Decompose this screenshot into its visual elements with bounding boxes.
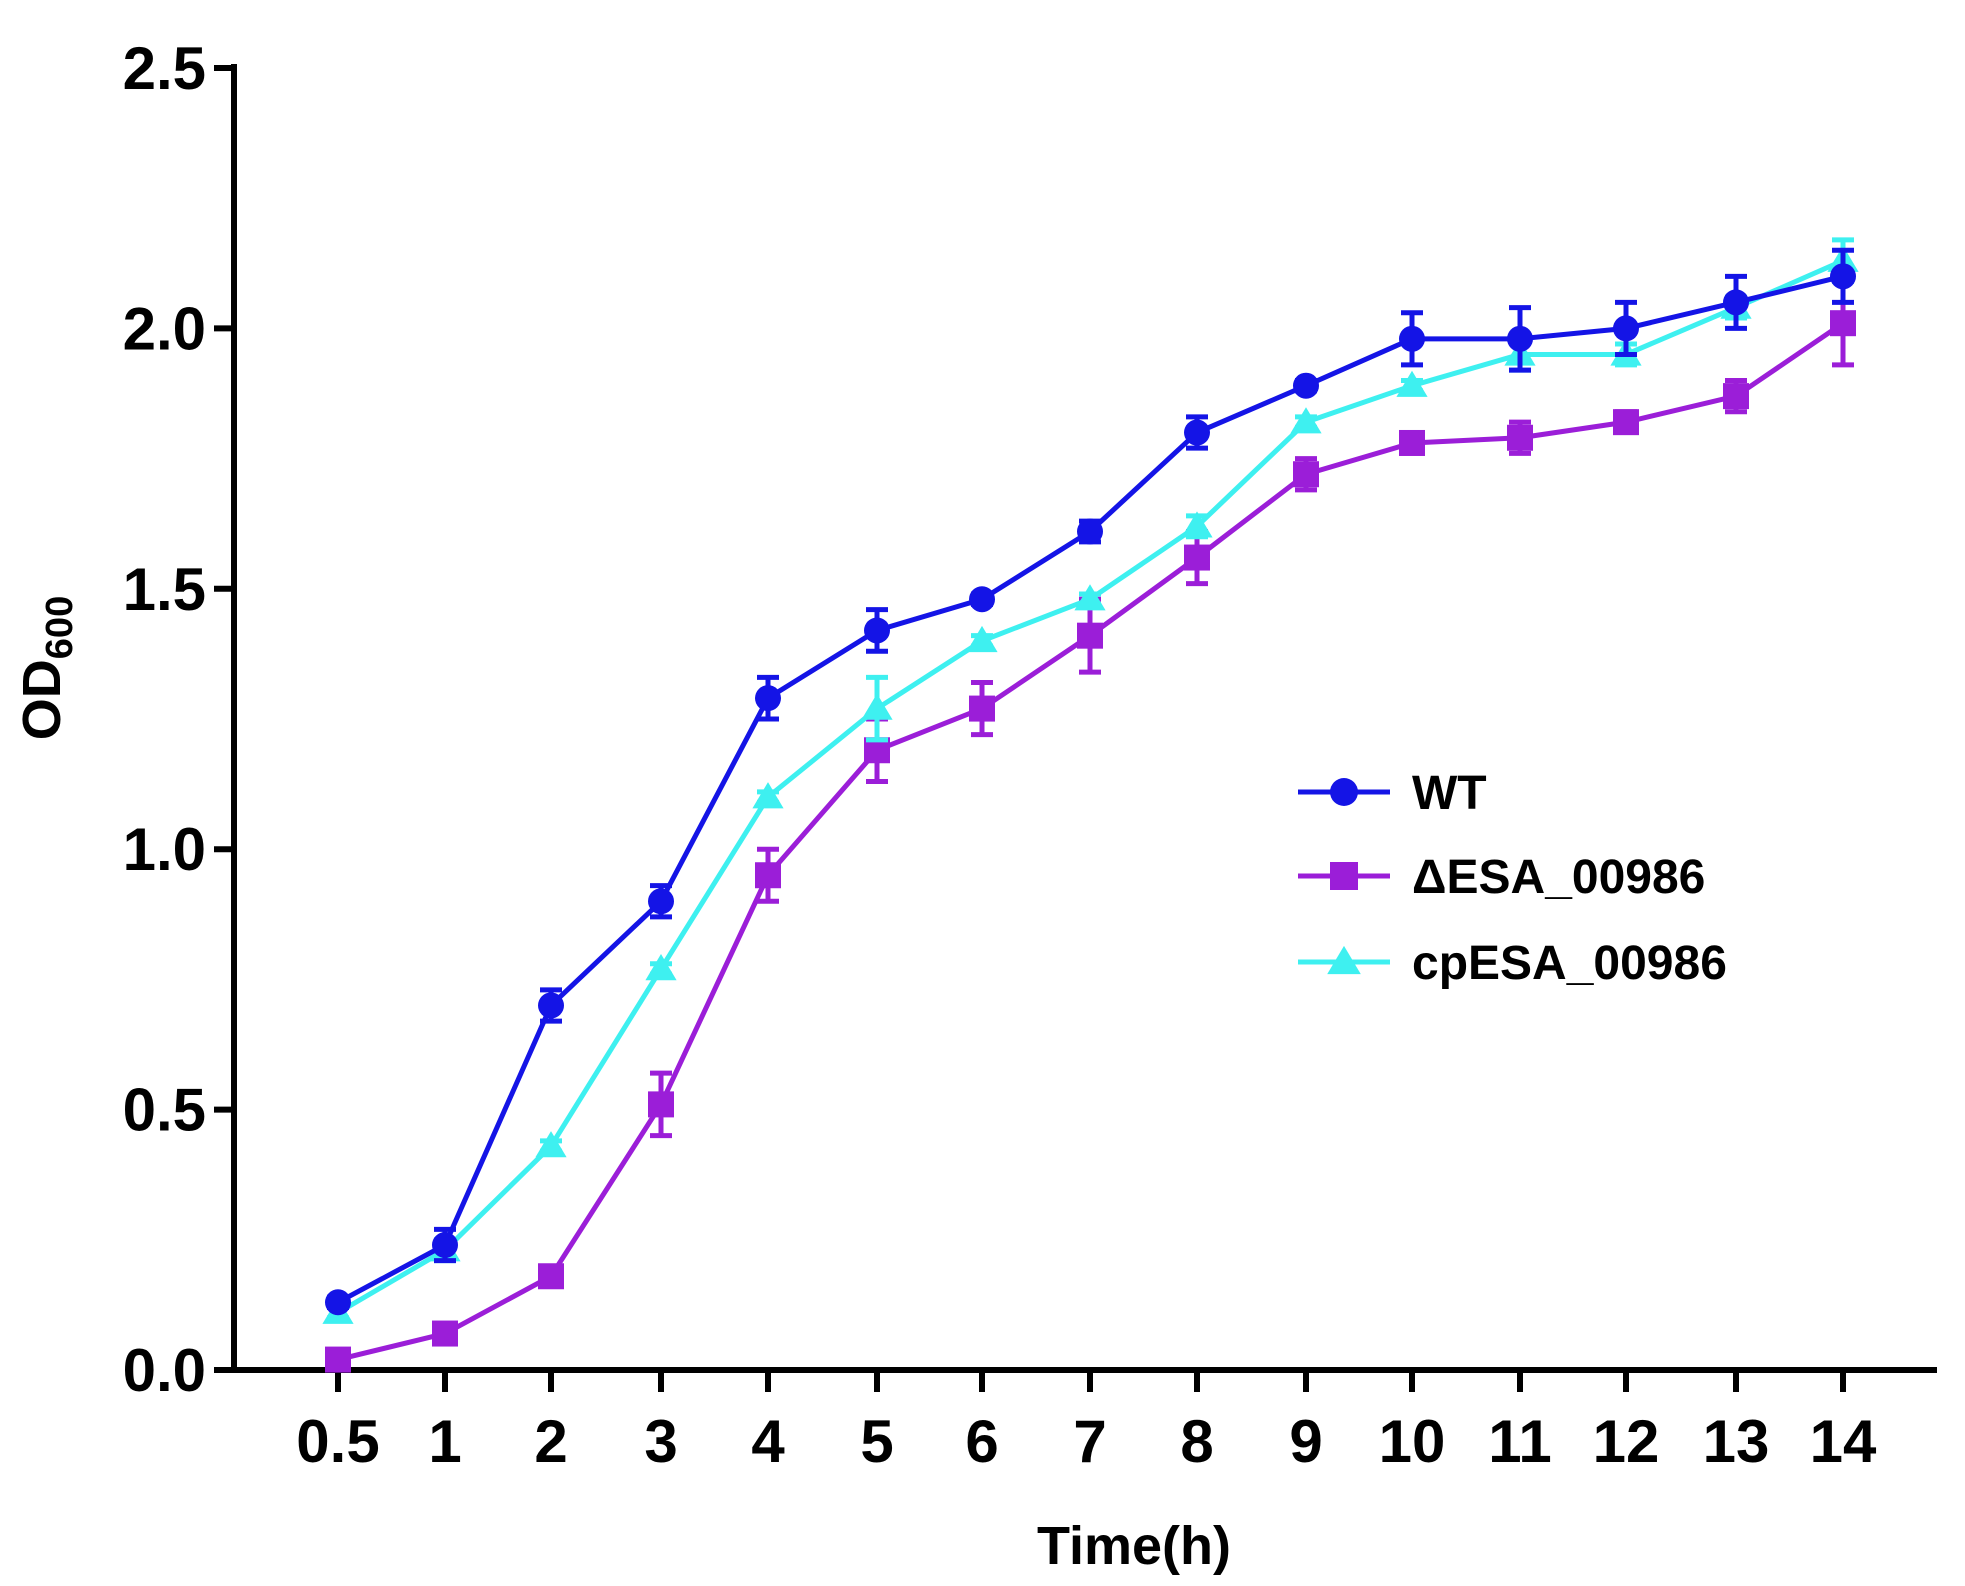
legend-label: WT [1412, 767, 1487, 820]
y-axis-title: OD600 [12, 596, 81, 740]
data-point [648, 888, 674, 915]
x-tick-label: 7 [1073, 1408, 1106, 1475]
data-point [1077, 518, 1103, 545]
legend-item: ΔESA_00986 [1298, 851, 1705, 904]
data-point [1399, 325, 1425, 352]
legend: WT ΔESA_00986 cpESA_00986 [1298, 767, 1727, 990]
x-tick-label: 1 [428, 1408, 461, 1475]
y-tick-label: 1.0 [123, 816, 206, 883]
y-tick-label: 0.0 [123, 1337, 206, 1404]
data-point [1507, 424, 1533, 451]
y-axis-title-group: OD600 [12, 596, 81, 740]
data-point [325, 1346, 351, 1373]
legend-marker [1327, 945, 1361, 975]
data-point [538, 1263, 564, 1290]
legend-item: WT [1298, 767, 1487, 820]
data-point [1293, 372, 1319, 399]
x-tick-label: 0.5 [296, 1408, 379, 1475]
x-axis-title: Time(h) [1037, 1516, 1231, 1576]
y-axis-title-main: OD [12, 659, 72, 740]
series-triangle [322, 237, 1859, 1324]
x-tick-label: 12 [1593, 1408, 1660, 1475]
series-circle [325, 247, 1856, 1316]
x-tick-label: 9 [1289, 1408, 1322, 1475]
data-point [1399, 429, 1425, 456]
y-tick-label: 2.5 [123, 35, 206, 102]
x-tick-label: 13 [1703, 1408, 1770, 1475]
x-tick-label: 8 [1180, 1408, 1213, 1475]
data-point [325, 1289, 351, 1316]
y-tick-label: 2.0 [123, 295, 206, 362]
data-point [1723, 289, 1749, 316]
x-axis-ticks: 0.5 1 2 3 4 5 6 7 8 9 10 11 12 13 14 [296, 1370, 1877, 1475]
data-point [535, 1131, 567, 1158]
data-point [432, 1232, 458, 1259]
x-tick-label: 5 [860, 1408, 893, 1475]
y-axis-title-subscript: 600 [39, 596, 81, 659]
data-point [1723, 383, 1749, 410]
data-point [752, 782, 784, 809]
data-point [1830, 310, 1856, 337]
y-tick-label: 1.5 [123, 556, 206, 623]
data-point [1507, 325, 1533, 352]
data-point [432, 1320, 458, 1347]
series-layer [322, 237, 1859, 1373]
x-tick-label: 2 [534, 1408, 567, 1475]
legend-item: cpESA_00986 [1298, 937, 1727, 990]
data-point [1293, 461, 1319, 488]
legend-label: ΔESA_00986 [1412, 851, 1705, 904]
data-point [1613, 315, 1639, 342]
x-tick-label: 14 [1810, 1408, 1877, 1475]
series-line [337, 321, 1845, 1363]
data-point [1181, 511, 1213, 538]
x-tick-label: 11 [1488, 1408, 1551, 1475]
x-tick-label: 10 [1379, 1408, 1446, 1475]
data-point [755, 862, 781, 889]
series-square [325, 279, 1856, 1373]
x-tick-label: 4 [751, 1408, 785, 1475]
data-point [1077, 622, 1103, 649]
data-point [969, 586, 995, 613]
data-point [1290, 407, 1322, 434]
data-point [648, 1091, 674, 1118]
data-point [1074, 584, 1106, 611]
data-point [966, 625, 998, 653]
data-point [1184, 544, 1210, 571]
data-point [1613, 409, 1639, 436]
y-axis-ticks: 0.0 0.5 1.0 1.5 2.0 2.5 [123, 35, 234, 1404]
data-point [861, 693, 893, 720]
data-point [538, 992, 564, 1019]
data-point [1830, 263, 1856, 290]
data-point [645, 954, 677, 981]
data-point [1184, 419, 1210, 446]
x-tick-label: 6 [965, 1408, 998, 1475]
legend-marker [1330, 778, 1358, 806]
data-point [1396, 370, 1428, 397]
y-tick-label: 0.5 [123, 1077, 206, 1144]
legend-label: cpESA_00986 [1412, 937, 1727, 990]
data-point [969, 695, 995, 722]
x-tick-label: 3 [644, 1408, 677, 1475]
legend-marker [1330, 862, 1358, 890]
data-point [755, 685, 781, 712]
data-point [864, 617, 890, 644]
